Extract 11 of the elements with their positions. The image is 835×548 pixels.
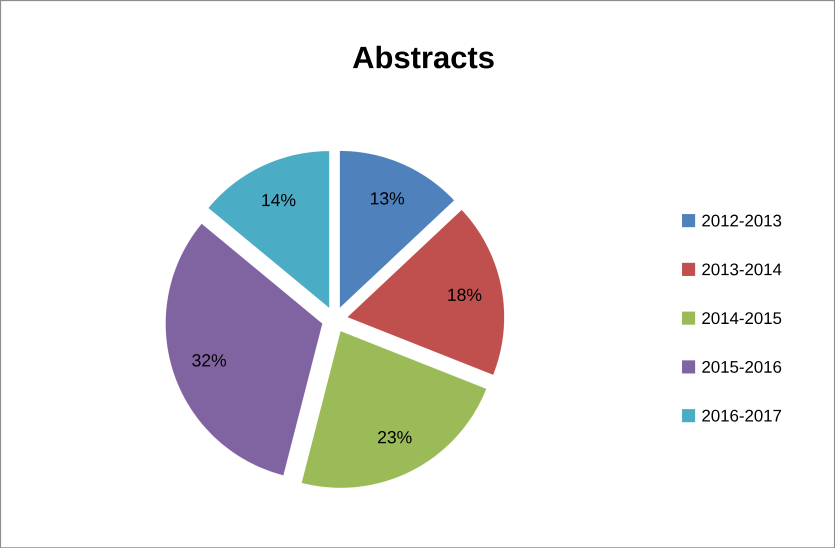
legend-label: 2014-2015 bbox=[702, 312, 782, 324]
data-label: 23% bbox=[378, 430, 412, 444]
chart-title: Abstracts bbox=[352, 46, 494, 68]
data-label: 14% bbox=[262, 194, 296, 206]
data-label: 18% bbox=[448, 288, 482, 301]
data-label: 32% bbox=[192, 354, 226, 366]
legend-label: 2013-2014 bbox=[702, 263, 782, 276]
legend-label: 2016-2017 bbox=[702, 410, 782, 422]
data-label: 13% bbox=[370, 192, 404, 204]
legend-label: 2015-2016 bbox=[702, 360, 782, 373]
legend-label: 2012-2013 bbox=[702, 214, 782, 226]
